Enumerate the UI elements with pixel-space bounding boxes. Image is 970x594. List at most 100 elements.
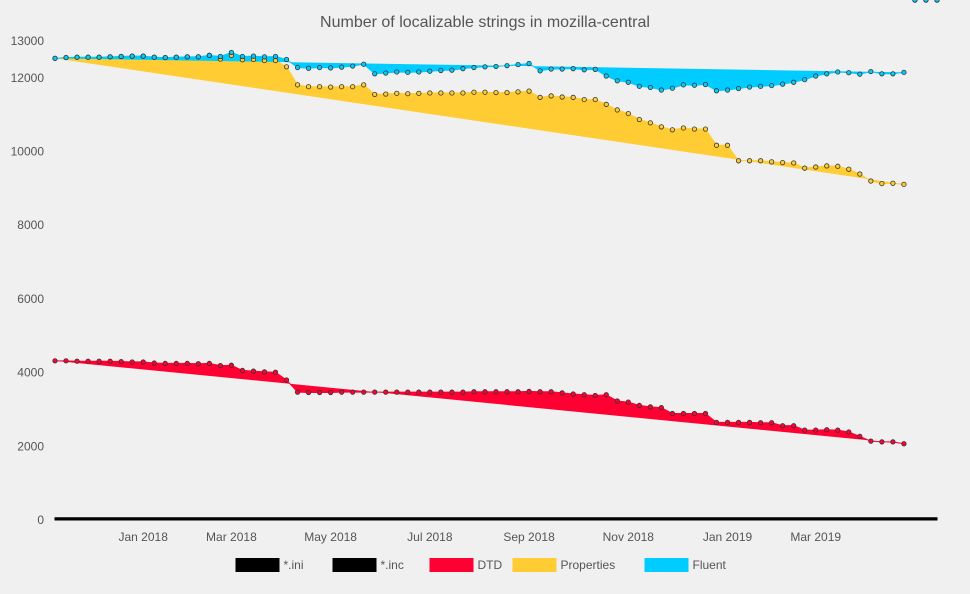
point-dtd (570, 391, 576, 397)
point-properties (824, 163, 830, 169)
point-dtd (151, 360, 157, 366)
point-dtd (835, 427, 841, 433)
legend-item-dtd[interactable]: DTD (429, 558, 503, 572)
point-properties (383, 91, 389, 97)
point-dtd (868, 438, 874, 444)
point-properties (350, 84, 356, 90)
point-properties (471, 89, 477, 95)
point-fluent (140, 53, 146, 59)
point-fluent (658, 87, 664, 93)
point-dtd (460, 389, 466, 395)
point-dtd (658, 405, 664, 411)
point-dtd (757, 420, 764, 426)
point-dtd (846, 429, 852, 435)
x-tick-label: May 2018 (304, 530, 357, 544)
point-dtd (890, 439, 896, 445)
y-tick-label: 4000 (17, 366, 44, 380)
point-dtd (427, 389, 433, 395)
point-properties (857, 171, 863, 177)
point-fluent (328, 65, 334, 71)
area-dtd (55, 360, 905, 445)
point-fluent (372, 71, 378, 77)
point-fluent (824, 71, 830, 77)
legend-item-fluent[interactable]: Fluent (644, 558, 727, 572)
point-dtd (107, 358, 113, 364)
point-dtd (239, 367, 246, 374)
point-properties (427, 90, 433, 96)
point-fluent (757, 83, 764, 89)
y-tick-label: 6000 (17, 292, 44, 306)
point-fluent (339, 64, 345, 70)
point-properties (746, 158, 753, 164)
point-dtd (350, 389, 356, 395)
legend-item-ini[interactable]: *.ini (235, 558, 304, 572)
point-properties (713, 142, 720, 148)
point-properties (813, 164, 819, 170)
point-dtd (625, 399, 631, 405)
point-fluent (449, 67, 455, 73)
point-properties (592, 96, 598, 103)
point-fluent (526, 60, 532, 67)
legend-swatch-dtd (429, 558, 474, 572)
legend-label-fluent: Fluent (693, 558, 727, 572)
point-properties (636, 116, 642, 123)
point-dtd (857, 433, 863, 439)
point-properties (658, 124, 664, 130)
legend-item-properties[interactable]: Properties (512, 558, 616, 572)
x-tick-label: Jul 2018 (407, 530, 453, 544)
point-fluent (96, 54, 102, 60)
point-properties (581, 96, 587, 103)
legend[interactable]: *.ini *.inc DTD Properties Fluent (235, 558, 727, 572)
point-properties (570, 94, 576, 100)
point-properties (647, 120, 653, 126)
point-fluent (416, 69, 422, 75)
legend-item-inc[interactable]: *.inc (332, 558, 404, 572)
point-dtd (614, 398, 620, 404)
point-dtd (173, 360, 179, 367)
point-fluent (691, 82, 698, 88)
point-fluent (85, 54, 91, 60)
point-fluent (934, 0, 940, 3)
x-tick-label: Jan 2019 (703, 530, 753, 544)
point-properties (283, 64, 290, 70)
point-fluent (912, 0, 918, 3)
point-properties (625, 110, 631, 117)
point-properties (328, 84, 334, 90)
point-properties (515, 89, 521, 95)
point-dtd (217, 363, 223, 369)
point-fluent (614, 78, 620, 84)
point-dtd (316, 389, 323, 396)
x-axis: Jan 2018 Mar 2018 May 2018 Jul 2018 Sep 2018… (119, 530, 842, 544)
point-properties (361, 82, 367, 88)
point-fluent (250, 53, 257, 59)
point-properties (548, 93, 554, 99)
point-fluent (592, 66, 598, 72)
point-dtd (283, 377, 290, 383)
point-dtd (471, 389, 477, 395)
point-fluent (570, 66, 576, 72)
point-dtd (780, 423, 786, 429)
point-dtd (669, 410, 676, 417)
point-dtd (162, 360, 168, 367)
point-dtd (537, 389, 543, 395)
point-dtd (769, 420, 775, 426)
point-dtd (504, 389, 510, 395)
x-tick-label: Sep 2018 (503, 530, 555, 544)
point-fluent (471, 64, 477, 71)
point-dtd (548, 389, 554, 395)
point-dtd (791, 423, 797, 429)
point-properties (669, 127, 676, 133)
point-properties (482, 89, 488, 95)
point-fluent (537, 68, 543, 74)
point-fluent (217, 53, 223, 60)
point-dtd (493, 389, 499, 395)
point-dtd (272, 369, 279, 375)
point-dtd (879, 439, 885, 445)
point-dtd (724, 419, 731, 425)
point-fluent (868, 68, 874, 75)
point-fluent (195, 54, 201, 60)
point-fluent (735, 85, 742, 92)
point-properties (735, 158, 742, 164)
point-dtd (746, 419, 753, 425)
